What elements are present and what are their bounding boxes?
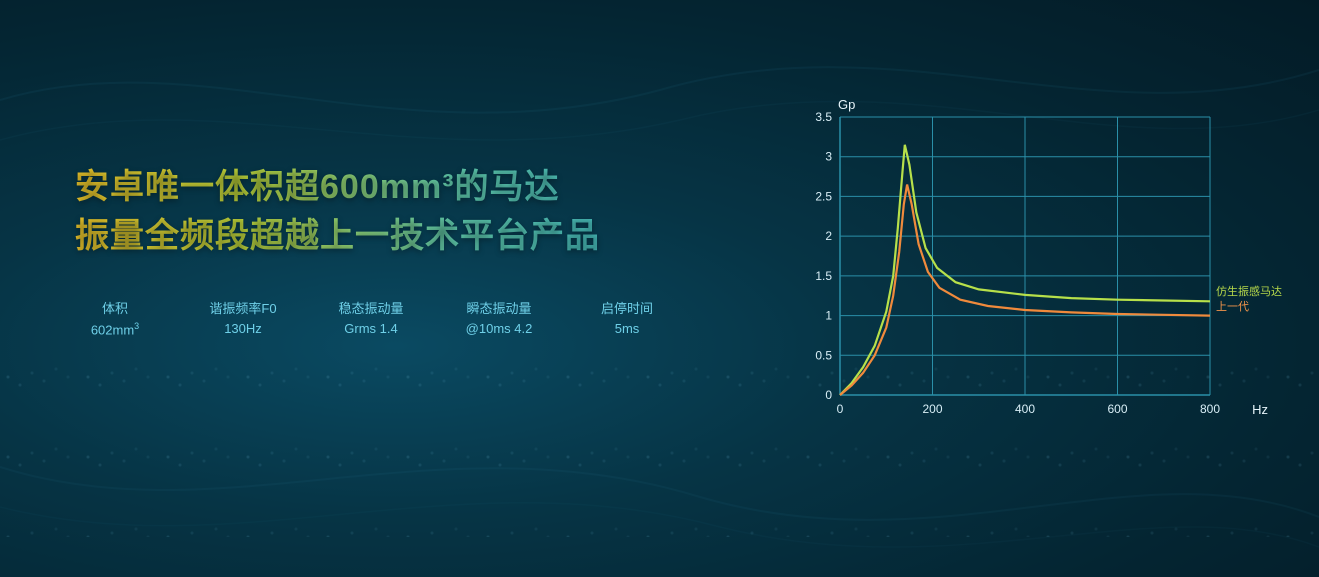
svg-text:0: 0 (825, 388, 832, 402)
spec-label: 体积 (75, 300, 155, 318)
svg-text:3.5: 3.5 (815, 110, 832, 124)
spec-value: @10ms 4.2 (459, 320, 539, 338)
spec-label: 稳态振动量 (331, 300, 411, 318)
spec-item: 瞬态振动量 @10ms 4.2 (459, 300, 539, 340)
spec-item: 谐振频率F0 130Hz (203, 300, 283, 340)
spec-item: 体积 602mm3 (75, 300, 155, 340)
chart-y-label: Gp (838, 97, 855, 112)
spec-label: 谐振频率F0 (203, 300, 283, 318)
legend-item: 仿生振感马达 (1216, 285, 1282, 300)
chart-container: Gp 00.511.522.533.50200400600800 Hz 仿生振感… (800, 105, 1280, 435)
svg-text:2.5: 2.5 (815, 189, 832, 203)
svg-text:200: 200 (922, 402, 942, 416)
spec-value: Grms 1.4 (331, 320, 411, 338)
left-panel: 安卓唯一体积超600mm³的马达 振量全频段超越上一技术平台产品 体积 602mm… (75, 163, 755, 339)
svg-text:3: 3 (825, 150, 832, 164)
svg-text:0.5: 0.5 (815, 348, 832, 362)
spec-item: 启停时间 5ms (587, 300, 667, 340)
legend-item: 上一代 (1216, 300, 1282, 315)
svg-text:400: 400 (1015, 402, 1035, 416)
headline-line-2: 振量全频段超越上一技术平台产品 (75, 212, 755, 261)
headline-line-1: 安卓唯一体积超600mm³的马达 (75, 168, 560, 206)
specs-row: 体积 602mm3 谐振频率F0 130Hz 稳态振动量 Grms 1.4 瞬态振动量 @10… (75, 300, 755, 340)
svg-text:1.5: 1.5 (815, 269, 832, 283)
svg-text:2: 2 (825, 229, 832, 243)
legend-label: 上一代 (1216, 300, 1249, 315)
svg-text:0: 0 (837, 402, 844, 416)
spec-item: 稳态振动量 Grms 1.4 (331, 300, 411, 340)
chart-legend: 仿生振感马达上一代 (1216, 285, 1282, 315)
svg-text:1: 1 (825, 309, 832, 323)
spec-label: 启停时间 (587, 300, 667, 318)
headline: 安卓唯一体积超600mm³的马达 振量全频段超越上一技术平台产品 (75, 163, 755, 262)
svg-text:800: 800 (1200, 402, 1220, 416)
legend-label: 仿生振感马达 (1216, 285, 1282, 300)
spec-value: 602mm3 (75, 320, 155, 340)
spec-value: 130Hz (203, 320, 283, 338)
chart-x-label: Hz (1252, 402, 1268, 417)
svg-text:600: 600 (1107, 402, 1127, 416)
spec-label: 瞬态振动量 (459, 300, 539, 318)
chart-plot: 00.511.522.533.50200400600800 (840, 117, 1210, 395)
spec-value: 5ms (587, 320, 667, 338)
